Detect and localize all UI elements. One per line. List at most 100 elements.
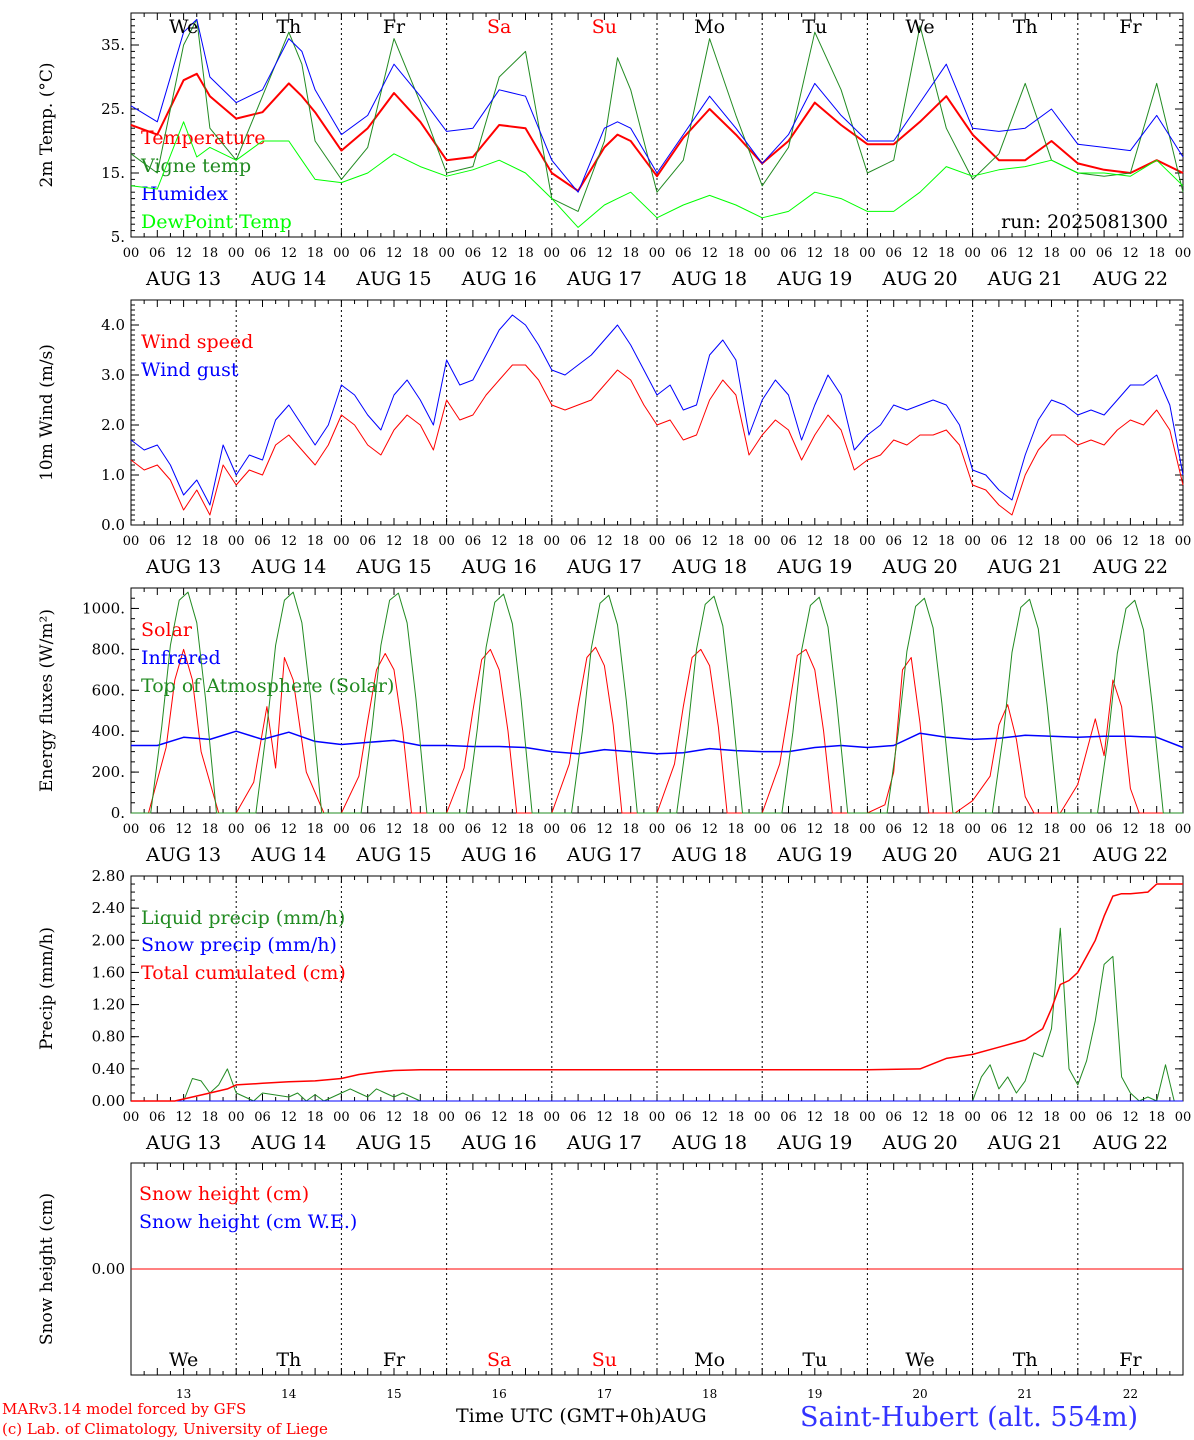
weekday-label-top: Th [1013, 16, 1038, 38]
series-line-4-3 [131, 883, 1183, 1102]
weekday-label-top: Mo [694, 16, 725, 38]
hour-tick-label: 12 [807, 534, 824, 549]
hour-tick-label: 18 [1148, 822, 1165, 837]
hour-tick-label: 00 [754, 534, 771, 549]
hour-tick-label: 12 [596, 1110, 613, 1125]
hour-tick-label: 00 [754, 246, 771, 261]
hour-tick-label: 18 [412, 822, 429, 837]
day-label: AUG 16 [461, 268, 537, 290]
day-label: AUG 17 [566, 268, 642, 290]
hour-tick-label: 00 [333, 534, 350, 549]
hour-tick-label: 00 [123, 534, 140, 549]
series-line-3-1 [131, 646, 1183, 814]
day-label: AUG 20 [881, 268, 957, 290]
hour-tick-label: 12 [701, 822, 718, 837]
y-tick-label: 800. [92, 640, 125, 658]
hour-tick-label: 06 [675, 1110, 692, 1125]
day-number-label: 15 [386, 1387, 401, 1401]
day-label: AUG 19 [776, 268, 852, 290]
hour-tick-label: 12 [1122, 534, 1139, 549]
y-tick-label: 1000. [82, 599, 125, 617]
hour-tick-label: 12 [281, 822, 298, 837]
hour-tick-label: 00 [228, 1110, 245, 1125]
hour-tick-label: 12 [1122, 822, 1139, 837]
hour-tick-label: 12 [701, 1110, 718, 1125]
weekday-label-top: Tu [802, 16, 827, 38]
hour-tick-label: 18 [412, 246, 429, 261]
series-line-2-1 [130, 364, 1184, 516]
hour-tick-label: 18 [307, 534, 324, 549]
y-tick-label: 4.0 [101, 316, 125, 334]
hour-tick-label: 06 [359, 1110, 376, 1125]
legend-entry: Liquid precip (mm/h) [141, 907, 345, 929]
day-label: AUG 15 [355, 268, 431, 290]
hour-tick-label: 12 [912, 822, 929, 837]
hour-tick-label: 18 [728, 1110, 745, 1125]
day-label: AUG 15 [355, 844, 431, 866]
hour-tick-label: 18 [833, 822, 850, 837]
hour-tick-label: 18 [517, 246, 534, 261]
hour-tick-label: 06 [149, 534, 166, 549]
hour-tick-label: 18 [517, 1110, 534, 1125]
day-label: AUG 14 [250, 1132, 326, 1154]
day-label: AUG 15 [355, 556, 431, 578]
hour-tick-label: 00 [649, 822, 666, 837]
hour-tick-label: 18 [202, 534, 219, 549]
day-label: AUG 13 [145, 844, 221, 866]
station-label: Saint-Hubert (alt. 554m) [800, 1402, 1139, 1433]
y-tick-label: 400. [92, 722, 125, 740]
run-label: run: 2025081300 [1001, 211, 1168, 233]
hour-tick-label: 06 [359, 246, 376, 261]
hour-tick-label: 12 [596, 822, 613, 837]
hour-tick-label: 00 [649, 246, 666, 261]
hour-tick-label: 12 [175, 822, 192, 837]
day-number-label: 16 [492, 1387, 507, 1401]
y-axis-label: Snow height (cm) [37, 1193, 57, 1345]
hour-tick-label: 18 [1043, 246, 1060, 261]
hour-tick-label: 18 [622, 534, 639, 549]
y-tick-label: 25. [101, 100, 125, 118]
weekday-label-top: Th [276, 16, 301, 38]
y-axis-label: Precip (mm/h) [37, 927, 57, 1050]
hour-tick-label: 06 [780, 822, 797, 837]
hour-tick-label: 06 [1096, 246, 1113, 261]
hour-tick-label: 18 [1148, 534, 1165, 549]
y-tick-label: 5. [111, 228, 125, 246]
day-label: AUG 21 [987, 1132, 1063, 1154]
day-label: AUG 14 [250, 556, 326, 578]
hour-tick-label: 06 [254, 534, 271, 549]
hour-tick-label: 12 [1122, 246, 1139, 261]
day-label: AUG 17 [566, 1132, 642, 1154]
hour-tick-label: 18 [307, 1110, 324, 1125]
day-number-label: 20 [912, 1387, 927, 1401]
hour-tick-label: 18 [517, 534, 534, 549]
hour-tick-label: 12 [1017, 534, 1034, 549]
hour-tick-label: 06 [254, 1110, 271, 1125]
day-label: AUG 22 [1092, 1132, 1168, 1154]
hour-tick-label: 18 [833, 1110, 850, 1125]
hour-tick-label: 00 [754, 822, 771, 837]
hour-tick-label: 12 [386, 246, 403, 261]
day-label: AUG 18 [671, 556, 747, 578]
hour-tick-label: 18 [1043, 822, 1060, 837]
hour-tick-label: 00 [859, 534, 876, 549]
hour-tick-label: 00 [544, 822, 561, 837]
hour-tick-label: 18 [622, 1110, 639, 1125]
day-label: AUG 22 [1092, 844, 1168, 866]
day-label: AUG 15 [355, 1132, 431, 1154]
legend-entry: Snow height (cm) [139, 1183, 309, 1205]
hour-tick-label: 00 [964, 534, 981, 549]
panel-1: 5. 15. 25. 35. 2m Temp. (°C) Temperature Vigne… [37, 12, 1191, 290]
panel-4: 0.00 0.40 0.80 1.20 1.60 2.00 2.40 2.80 Precip (… [37, 867, 1191, 1154]
y-tick-label: 0.0 [101, 516, 125, 534]
day-label: AUG 18 [671, 268, 747, 290]
hour-tick-label: 18 [1148, 1110, 1165, 1125]
hour-tick-label: 06 [991, 534, 1008, 549]
hour-tick-label: 00 [544, 1110, 561, 1125]
legend-entry: Top of Atmosphere (Solar) [141, 675, 394, 697]
hour-tick-label: 06 [149, 1110, 166, 1125]
y-tick-label: 2.40 [92, 899, 125, 917]
hour-tick-label: 06 [149, 246, 166, 261]
hour-tick-label: 12 [912, 1110, 929, 1125]
weekday-label-top: Su [592, 16, 617, 38]
